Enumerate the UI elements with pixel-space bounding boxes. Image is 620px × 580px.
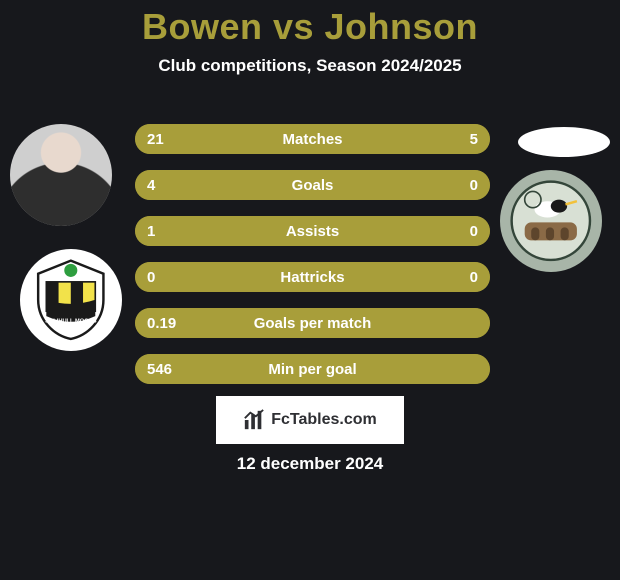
crest-left-icon: SOLIHULL MOORS bbox=[30, 259, 112, 341]
stat-row: 40Goals bbox=[135, 170, 490, 200]
stat-row: 546Min per goal bbox=[135, 354, 490, 384]
page-title: Bowen vs Johnson bbox=[0, 0, 620, 48]
player-right-avatar bbox=[518, 127, 610, 157]
brand-badge: FcTables.com bbox=[216, 396, 404, 444]
stat-row: 10Assists bbox=[135, 216, 490, 246]
club-right-crest bbox=[500, 170, 602, 272]
stat-label: Assists bbox=[135, 216, 490, 246]
stat-row: 0.19Goals per match bbox=[135, 308, 490, 338]
subtitle: Club competitions, Season 2024/2025 bbox=[0, 56, 620, 76]
stat-label: Goals per match bbox=[135, 308, 490, 338]
player-silhouette-icon bbox=[10, 124, 112, 226]
svg-text:SOLIHULL MOORS: SOLIHULL MOORS bbox=[45, 319, 97, 325]
player-left-avatar bbox=[10, 124, 112, 226]
brand-text: FcTables.com bbox=[271, 411, 377, 429]
stat-label: Goals bbox=[135, 170, 490, 200]
stat-row: 00Hattricks bbox=[135, 262, 490, 292]
footer-date: 12 december 2024 bbox=[0, 454, 620, 474]
stat-label: Min per goal bbox=[135, 354, 490, 384]
stat-bars: 215Matches 40Goals 10Assists 00Hattricks 0.1… bbox=[135, 124, 490, 400]
stat-label: Hattricks bbox=[135, 262, 490, 292]
comparison-card: Bowen vs Johnson Club competitions, Seas… bbox=[0, 0, 620, 580]
brand-chart-icon bbox=[243, 409, 265, 431]
club-left-crest: SOLIHULL MOORS bbox=[20, 249, 122, 351]
stat-label: Matches bbox=[135, 124, 490, 154]
stat-row: 215Matches bbox=[135, 124, 490, 154]
crest-right-icon bbox=[510, 180, 592, 262]
